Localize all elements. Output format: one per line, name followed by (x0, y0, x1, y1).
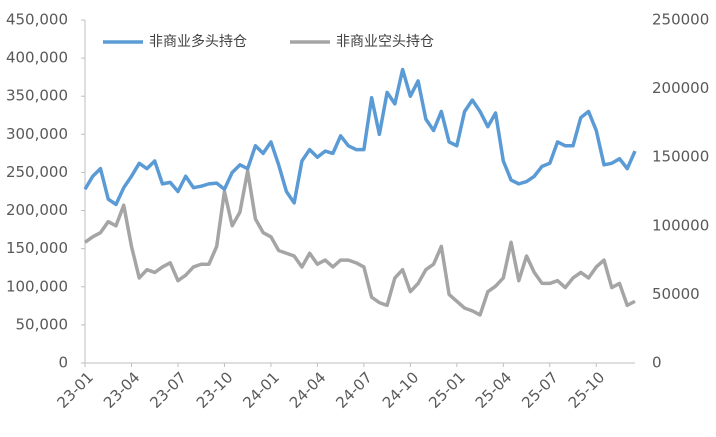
x-tick-label: 25-04 (472, 368, 516, 412)
y2-tick-label: 50000 (652, 285, 700, 303)
x-tick-label: 23-01 (53, 368, 97, 412)
y-tick-label: 0 (58, 354, 68, 372)
x-tick-label: 25-07 (518, 368, 562, 412)
legend-label: 非商业空头持仓 (336, 34, 434, 50)
x-tick-label: 23-04 (100, 368, 144, 412)
y-tick-label: 100,000 (6, 277, 68, 295)
series-line (83, 67, 637, 207)
x-tick-label: 24-10 (379, 368, 423, 412)
x-tick-label: 25-01 (425, 368, 469, 412)
y2-tick-label: 250000 (652, 11, 709, 29)
y-tick-label: 50,000 (16, 315, 69, 333)
y-tick-label: 200,000 (6, 201, 68, 219)
y-tick-label: 150,000 (6, 239, 68, 257)
y-tick-label: 250,000 (6, 163, 68, 181)
x-tick-label: 23-07 (146, 368, 190, 412)
y2-tick-label: 0 (652, 354, 662, 372)
y2-tick-label: 200000 (652, 79, 709, 97)
y-tick-label: 450,000 (6, 11, 68, 29)
x-tick-label: 24-07 (332, 368, 376, 412)
x-tick-label: 23-10 (193, 368, 237, 412)
x-tick-label: 25-10 (565, 368, 609, 412)
x-tick-label: 24-01 (239, 368, 283, 412)
y-tick-label: 300,000 (6, 125, 68, 143)
legend-label: 非商业多头持仓 (149, 33, 247, 50)
y-tick-label: 400,000 (6, 49, 68, 67)
y-tick-label: 350,000 (6, 87, 68, 105)
series-line (83, 169, 636, 317)
y2-tick-label: 100000 (652, 216, 709, 234)
y2-tick-label: 150000 (652, 148, 709, 166)
x-tick-label: 24-04 (286, 368, 330, 412)
